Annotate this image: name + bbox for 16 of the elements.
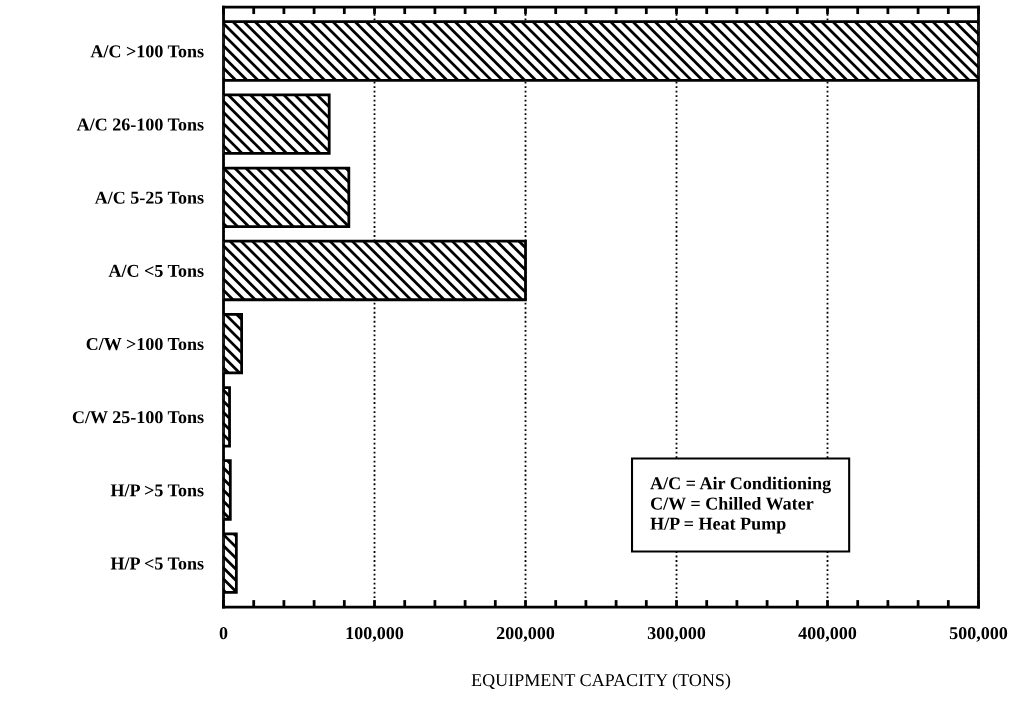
x-tick-label: 200,000 [496, 627, 555, 642]
y-tick-label: A/C 5-25 Tons [94, 191, 204, 204]
y-tick-label: H/P <5 Tons [110, 557, 204, 570]
x-tick-label: 500,000 [949, 627, 1008, 642]
y-tick-label: A/C 26-100 Tons [76, 118, 204, 131]
y-tick-label: H/P >5 Tons [110, 484, 204, 497]
x-tick-label: 100,000 [346, 627, 404, 642]
annotation: A/C = Air Conditioning C/W = Chilled Water H/P = Heat Pump [650, 476, 831, 534]
y-tick-label: C/W 25-100 Tons [72, 411, 204, 424]
x-tick-label: 300,000 [647, 627, 706, 642]
y-tick-label: A/C >100 Tons [90, 45, 204, 58]
x-tick-label: 0 [219, 627, 228, 640]
x-tick-label: 400,000 [798, 627, 857, 642]
x-axis-title: EQUIPMENT CAPACITY (TONS) [471, 673, 731, 690]
y-tick-label: A/C <5 Tons [108, 264, 204, 277]
y-tick-label: C/W >100 Tons [86, 337, 204, 351]
